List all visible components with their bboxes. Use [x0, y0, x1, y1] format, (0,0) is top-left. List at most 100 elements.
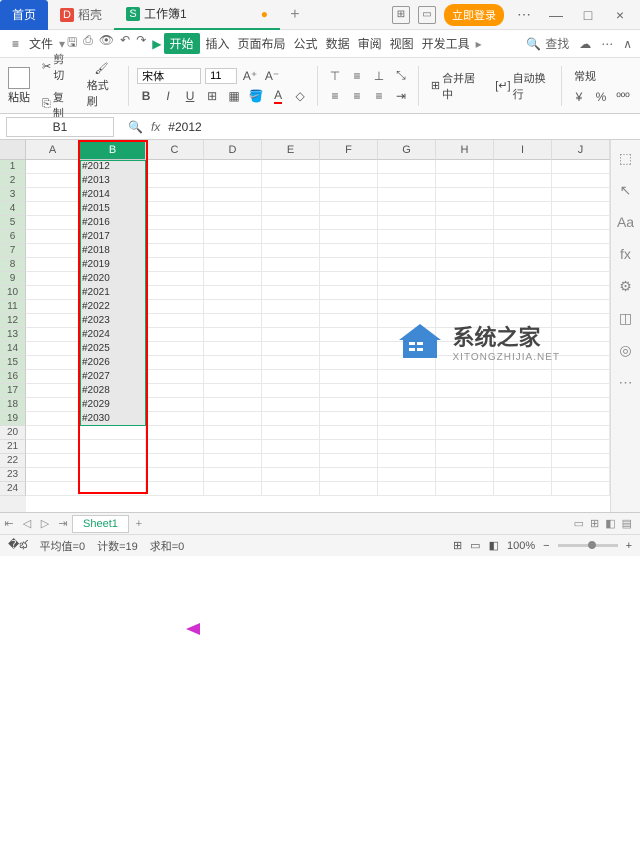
cell-B9[interactable]: #2020 [80, 272, 146, 286]
cell-D3[interactable] [204, 188, 262, 202]
cell-G22[interactable] [378, 454, 436, 468]
row-header-24[interactable]: 24 [0, 482, 26, 496]
cell-J7[interactable] [552, 244, 610, 258]
cell-J18[interactable] [552, 398, 610, 412]
cell-F15[interactable] [320, 356, 378, 370]
cell-H21[interactable] [436, 440, 494, 454]
cell-H7[interactable] [436, 244, 494, 258]
cell-D7[interactable] [204, 244, 262, 258]
cell-G18[interactable] [378, 398, 436, 412]
merge-button[interactable]: ⊞合并居中 [427, 68, 483, 104]
cell-F18[interactable] [320, 398, 378, 412]
cell-A21[interactable] [26, 440, 80, 454]
cell-G23[interactable] [378, 468, 436, 482]
cell-G20[interactable] [378, 426, 436, 440]
close-button[interactable]: × [608, 7, 632, 23]
comma-icon[interactable]: ººº [614, 88, 632, 106]
cell-E8[interactable] [262, 258, 320, 272]
cell-A16[interactable] [26, 370, 80, 384]
tab-workbook[interactable]: S 工作簿1 ● [114, 0, 280, 30]
cell-A20[interactable] [26, 426, 80, 440]
cell-A10[interactable] [26, 286, 80, 300]
cell-I20[interactable] [494, 426, 552, 440]
cell-H4[interactable] [436, 202, 494, 216]
cell-E2[interactable] [262, 174, 320, 188]
cell-J10[interactable] [552, 286, 610, 300]
cell-B21[interactable] [80, 440, 146, 454]
menu-start[interactable]: 开始 [164, 33, 200, 54]
view1-icon[interactable]: ▭ [574, 517, 584, 530]
redo-icon[interactable]: ↷ [136, 33, 146, 54]
col-header-H[interactable]: H [436, 140, 494, 160]
cell-J9[interactable] [552, 272, 610, 286]
col-header-J[interactable]: J [552, 140, 610, 160]
cell-I9[interactable] [494, 272, 552, 286]
cell-I24[interactable] [494, 482, 552, 496]
cell-C15[interactable] [146, 356, 204, 370]
cell-H2[interactable] [436, 174, 494, 188]
cell-G2[interactable] [378, 174, 436, 188]
cell-C2[interactable] [146, 174, 204, 188]
cell-J8[interactable] [552, 258, 610, 272]
cell-A4[interactable] [26, 202, 80, 216]
cell-G8[interactable] [378, 258, 436, 272]
row-header-7[interactable]: 7 [0, 244, 26, 258]
align-center-icon[interactable]: ≡ [348, 87, 366, 105]
menu-数据[interactable]: 数据 [322, 35, 354, 53]
decrease-font-icon[interactable]: A⁻ [263, 67, 281, 85]
cell-E18[interactable] [262, 398, 320, 412]
cell-A2[interactable] [26, 174, 80, 188]
row-header-16[interactable]: 16 [0, 370, 26, 384]
cell-D24[interactable] [204, 482, 262, 496]
align-top-icon[interactable]: ⊤ [326, 67, 344, 85]
row-header-17[interactable]: 17 [0, 384, 26, 398]
row-header-1[interactable]: 1 [0, 160, 26, 174]
cell-B16[interactable]: #2027 [80, 370, 146, 384]
cell-A15[interactable] [26, 356, 80, 370]
cell-E9[interactable] [262, 272, 320, 286]
search-box[interactable]: 🔍 查找 [526, 35, 569, 52]
cell-F14[interactable] [320, 342, 378, 356]
cell-D21[interactable] [204, 440, 262, 454]
cell-J24[interactable] [552, 482, 610, 496]
row-header-23[interactable]: 23 [0, 468, 26, 482]
size-select[interactable] [205, 68, 237, 84]
cell-B13[interactable]: #2024 [80, 328, 146, 342]
menu-开发工具[interactable]: 开发工具 [418, 35, 474, 53]
cell-E4[interactable] [262, 202, 320, 216]
cell-D12[interactable] [204, 314, 262, 328]
cell-H19[interactable] [436, 412, 494, 426]
orient-icon[interactable]: ⤡ [392, 67, 410, 85]
cell-E15[interactable] [262, 356, 320, 370]
layout1-icon[interactable]: ⊞ [392, 6, 410, 24]
cell-A22[interactable] [26, 454, 80, 468]
cloud-icon[interactable]: ☁ [579, 37, 591, 51]
cell-B15[interactable]: #2026 [80, 356, 146, 370]
cell-D15[interactable] [204, 356, 262, 370]
cell-H24[interactable] [436, 482, 494, 496]
cell-I12[interactable] [494, 314, 552, 328]
side-select-icon[interactable]: ⬚ [617, 150, 635, 168]
more-icon[interactable]: ⋯ [601, 37, 613, 51]
cell-F2[interactable] [320, 174, 378, 188]
menu-插入[interactable]: 插入 [202, 35, 234, 53]
side-cursor-icon[interactable]: ↖ [617, 182, 635, 200]
nav-first[interactable]: ⇤ [0, 517, 18, 530]
cell-F5[interactable] [320, 216, 378, 230]
menu-页面布局[interactable]: 页面布局 [234, 35, 290, 53]
cell-I14[interactable] [494, 342, 552, 356]
cell-D4[interactable] [204, 202, 262, 216]
cell-A19[interactable] [26, 412, 80, 426]
side-layers-icon[interactable]: ◫ [617, 310, 635, 328]
cell-I4[interactable] [494, 202, 552, 216]
cell-D9[interactable] [204, 272, 262, 286]
cell-J13[interactable] [552, 328, 610, 342]
minimize-button[interactable]: — [544, 7, 568, 23]
tab-home[interactable]: 首页 [0, 0, 48, 30]
cell-D11[interactable] [204, 300, 262, 314]
cell-I8[interactable] [494, 258, 552, 272]
format-painter-button[interactable]: 🖌 格式刷 [83, 60, 120, 111]
cell-E5[interactable] [262, 216, 320, 230]
align-bot-icon[interactable]: ⊥ [370, 67, 388, 85]
cell-H8[interactable] [436, 258, 494, 272]
